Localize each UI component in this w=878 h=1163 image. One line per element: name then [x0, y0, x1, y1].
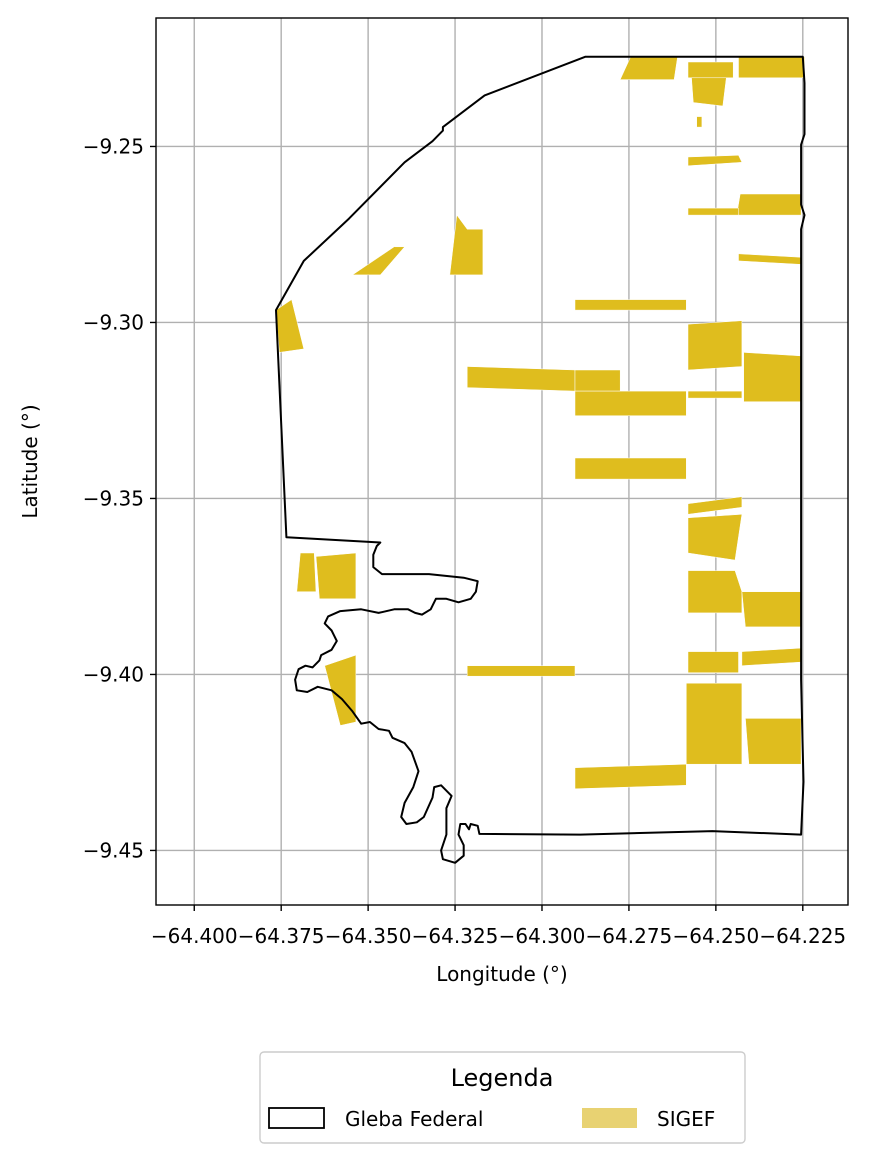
x-axis-label: Longitude (°)	[436, 962, 567, 986]
sigef-parcel	[687, 570, 743, 614]
sigef-parcel	[741, 591, 802, 628]
legend-swatch-sigef	[582, 1108, 637, 1128]
x-tick-label: −64.225	[759, 924, 846, 948]
sigef-parcel	[466, 665, 576, 677]
sigef-parcel	[574, 763, 687, 790]
y-tick-label: −9.40	[83, 662, 144, 686]
sigef-parcel	[296, 552, 317, 592]
sigef-parcel	[736, 193, 802, 216]
grid-lines	[156, 18, 848, 905]
x-tick-label: −64.400	[151, 924, 238, 948]
plot-frame	[155, 17, 849, 906]
y-tick-label: −9.45	[83, 838, 144, 862]
gleba-federal-outline	[275, 55, 806, 864]
legend-title: Legenda	[451, 1064, 554, 1092]
sigef-parcel	[738, 56, 805, 79]
sigef-parcel	[738, 253, 802, 265]
legend-label-sigef: SIGEF	[657, 1107, 715, 1131]
sigef-parcel	[687, 390, 743, 399]
sigef-parcel	[324, 654, 357, 726]
sigef-parcel	[351, 246, 406, 276]
sigef-parcel	[275, 299, 305, 353]
y-tick-label: −9.25	[83, 134, 144, 158]
x-tick-label: −64.325	[412, 924, 499, 948]
y-axis-label: Latitude (°)	[18, 404, 42, 518]
sigef-parcel	[691, 77, 727, 107]
x-tick-label: −64.275	[586, 924, 673, 948]
sigef-parcel	[741, 647, 802, 666]
sigef-parcel	[687, 496, 743, 515]
sigef-parcel	[574, 369, 621, 392]
sigef-parcel	[687, 514, 743, 561]
legend: Legenda Gleba Federal SIGEF	[259, 1051, 746, 1144]
sigef-parcel	[466, 366, 576, 392]
y-tick-label: −9.35	[83, 486, 144, 510]
sigef-parcel	[686, 682, 743, 765]
sigef-parcel	[687, 155, 743, 167]
sigef-parcel	[449, 214, 484, 276]
legend-swatch-gleba-federal	[268, 1107, 325, 1129]
sigef-parcels	[275, 56, 805, 790]
sigef-parcel	[687, 207, 739, 216]
sigef-parcel	[687, 651, 739, 673]
x-tick-label: −64.350	[325, 924, 412, 948]
sigef-parcel	[743, 352, 802, 402]
sigef-parcel	[574, 457, 687, 480]
sigef-parcel	[745, 718, 802, 765]
axis-ticks: −64.400 −64.375 −64.350 −64.325 −64.300 −64.2…	[83, 134, 846, 948]
sigef-parcel	[687, 320, 743, 371]
sigef-parcel	[315, 552, 357, 600]
x-tick-label: −64.375	[238, 924, 325, 948]
x-tick-label: −64.300	[499, 924, 586, 948]
sigef-parcel	[696, 116, 703, 128]
x-tick-label: −64.250	[672, 924, 759, 948]
sigef-parcel	[574, 390, 687, 416]
sigef-parcel	[687, 61, 734, 79]
legend-label-gleba-federal: Gleba Federal	[345, 1107, 483, 1131]
gleba-federal-layer	[275, 55, 806, 864]
sigef-parcel	[574, 299, 687, 311]
y-tick-label: −9.30	[83, 310, 144, 334]
